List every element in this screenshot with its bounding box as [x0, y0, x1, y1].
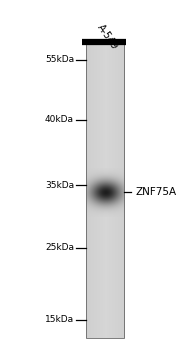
- Bar: [86, 42, 124, 338]
- Text: ZNF75A: ZNF75A: [135, 187, 176, 197]
- Text: 40kDa: 40kDa: [45, 116, 74, 125]
- Text: 25kDa: 25kDa: [45, 244, 74, 252]
- Text: 55kDa: 55kDa: [45, 56, 74, 64]
- Text: A-549: A-549: [95, 22, 119, 51]
- Text: 15kDa: 15kDa: [45, 315, 74, 324]
- Text: 35kDa: 35kDa: [45, 181, 74, 189]
